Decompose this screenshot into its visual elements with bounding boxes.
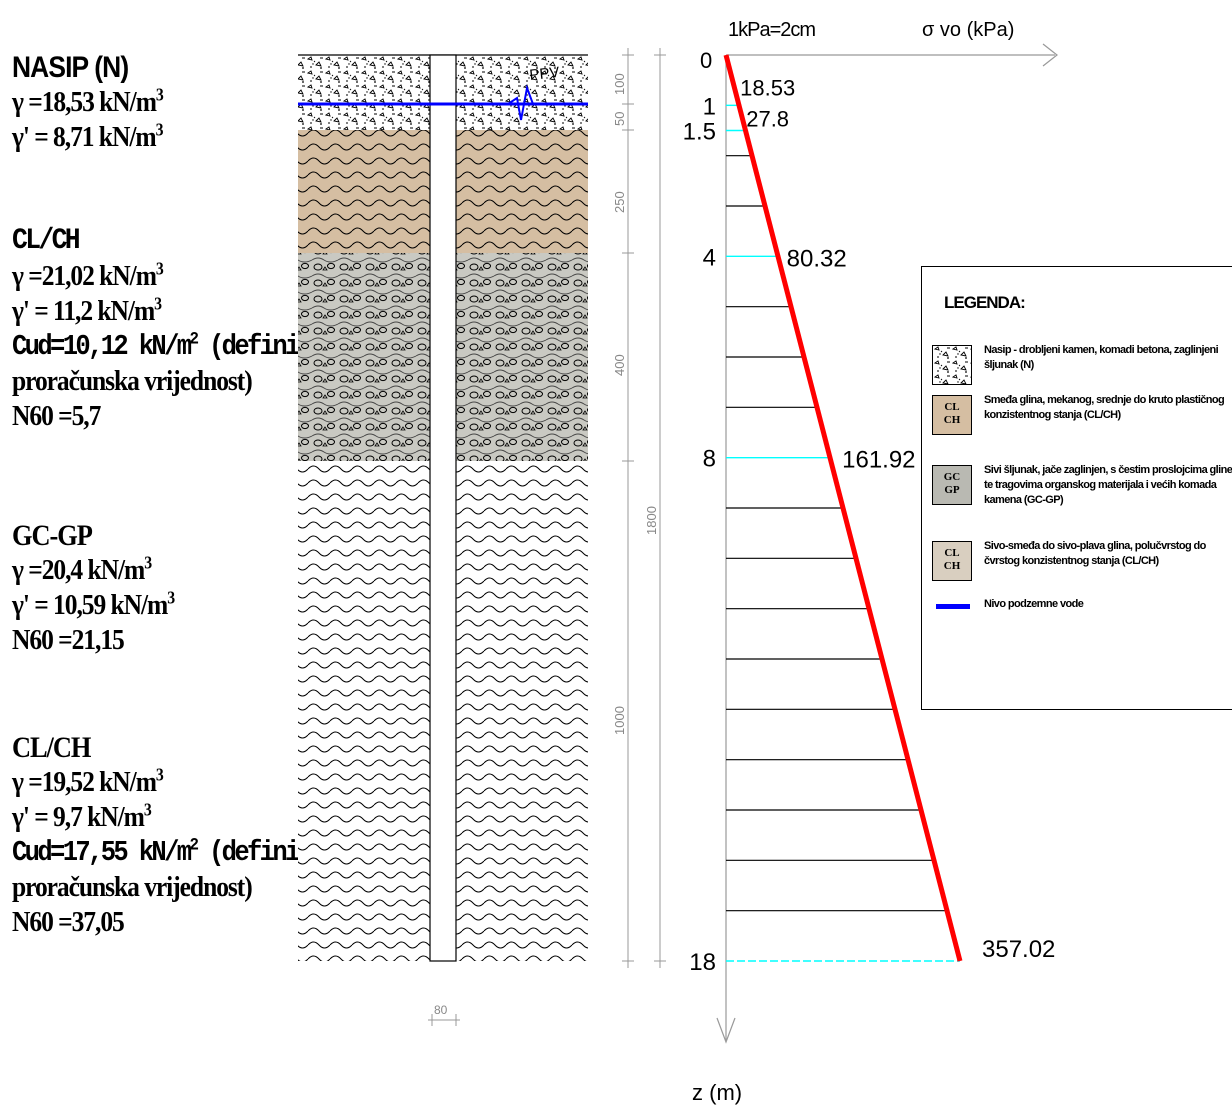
soil-property: γ' = 11,2 kN/m3	[12, 293, 162, 327]
depth-label: 1	[703, 93, 716, 120]
soil-title: CL/CH	[12, 224, 81, 258]
stress-value-label: 18.53	[740, 75, 795, 100]
legend-item: Nivo podzemne vode	[932, 597, 1232, 647]
y-axis-arrow	[716, 1017, 736, 1044]
legend-swatch	[932, 345, 972, 385]
legend: LEGENDA: Nasip - drobljeni kamen, komadi…	[921, 266, 1232, 710]
legend-item-text: Smeđa glina, mekanog, srednje do kruto p…	[984, 394, 1225, 421]
stress-line	[723, 54, 963, 962]
water-line-swatch	[936, 604, 970, 609]
legend-swatch: GC GP	[932, 465, 972, 505]
stress-value-label: 357.02	[982, 936, 1055, 963]
soil-property: proračunska vrijednost)	[12, 871, 253, 903]
soil-block-1: NASIP (N) γ =18,53 kN/m3 γ' = 8,71 kN/m3	[12, 50, 183, 155]
legend-item: CL CH Smeđa glina, mekanog, srednje do kru…	[932, 393, 1232, 443]
soil-title: GC-GP	[12, 519, 93, 552]
dimension-lines: 100 50 250 400 1000 1800 80	[428, 48, 666, 1026]
soil-property: γ =20,4 kN/m3	[12, 552, 152, 586]
soil-title: NASIP (N)	[12, 51, 129, 84]
y-axis-label: z (m)	[692, 1080, 742, 1105]
stress-value-label: 161.92	[842, 447, 915, 474]
soil-property: N60 =21,15	[12, 624, 125, 656]
legend-title: LEGENDA:	[944, 293, 1026, 312]
depth-label: 18	[689, 949, 716, 976]
scale-label: 1kPa=2cm	[728, 19, 815, 41]
legend-item-text: Nasip - drobljeni kamen, komadi betona, …	[984, 344, 1219, 371]
legend-item: Nasip - drobljeni kamen, komadi betona, …	[932, 343, 1232, 393]
legend-swatch: CL CH	[932, 541, 972, 581]
x-axis-arrow	[1042, 43, 1058, 67]
x-axis-label: σ vo (kPa)	[922, 19, 1014, 41]
dim-250: 250	[612, 191, 627, 213]
stress-value-label: 27.8	[746, 107, 789, 132]
soil-block-2: CL/CH γ =21,02 kN/m3 γ' = 11,2 kN/m3 Cud=10…	[12, 224, 394, 434]
legend-item-text: Nivo podzemne vode	[984, 598, 1084, 610]
casing	[429, 54, 457, 962]
origin-label: 0	[700, 48, 712, 73]
water-break-symbol	[507, 84, 534, 121]
soil-title: CL/CH	[12, 731, 91, 764]
dim-400: 400	[612, 354, 627, 376]
soil-block-3: GC-GP γ =20,4 kN/m3 γ' = 10,59 kN/m3 N60 =2…	[12, 518, 196, 658]
legend-item-text: Sivi šljunak, jače zaglinjen, s čestim p…	[984, 464, 1232, 506]
soil-property: γ =21,02 kN/m3	[12, 258, 164, 292]
soil-property: proračunska vrijednost)	[12, 365, 253, 397]
dim-80: 80	[434, 1003, 448, 1017]
dim-100: 100	[612, 73, 627, 95]
soil-property: γ =19,52 kN/m3	[12, 764, 164, 798]
depth-label: 1.5	[683, 119, 716, 146]
soil-property: N60 =5,7	[12, 400, 101, 432]
soil-property: γ' = 9,7 kN/m3	[12, 799, 152, 833]
legend-swatch: CL CH	[932, 395, 972, 435]
borehole-column: PPV	[298, 54, 588, 962]
dim-1000: 1000	[612, 706, 627, 735]
stress-chart: 11.5 4 8 18 18.53 27.8 80.32 161.92 357.02 0 1k…	[683, 19, 1058, 1105]
depth-label: 8	[703, 446, 716, 473]
depth-label: 4	[703, 244, 716, 271]
soil-property: N60 =37,05	[12, 906, 125, 938]
soil-property: γ' = 8,71 kN/m3	[12, 119, 163, 153]
soil-property: γ' = 10,59 kN/m3	[12, 587, 175, 621]
legend-item: CL CH Sivo-smeđa do sivo-plava glina, polu…	[932, 539, 1232, 589]
dim-1800: 1800	[644, 506, 659, 535]
dim-50: 50	[612, 112, 627, 126]
stress-value-label: 80.32	[787, 245, 847, 272]
legend-item: GC GP Sivi šljunak, jače zaglinjen, s čest…	[932, 463, 1232, 513]
soil-property: γ =18,53 kN/m3	[12, 84, 164, 118]
gwl-label: PPV	[529, 64, 561, 84]
legend-item-text: Sivo-smeđa do sivo-plava glina, polučvrs…	[984, 540, 1206, 567]
